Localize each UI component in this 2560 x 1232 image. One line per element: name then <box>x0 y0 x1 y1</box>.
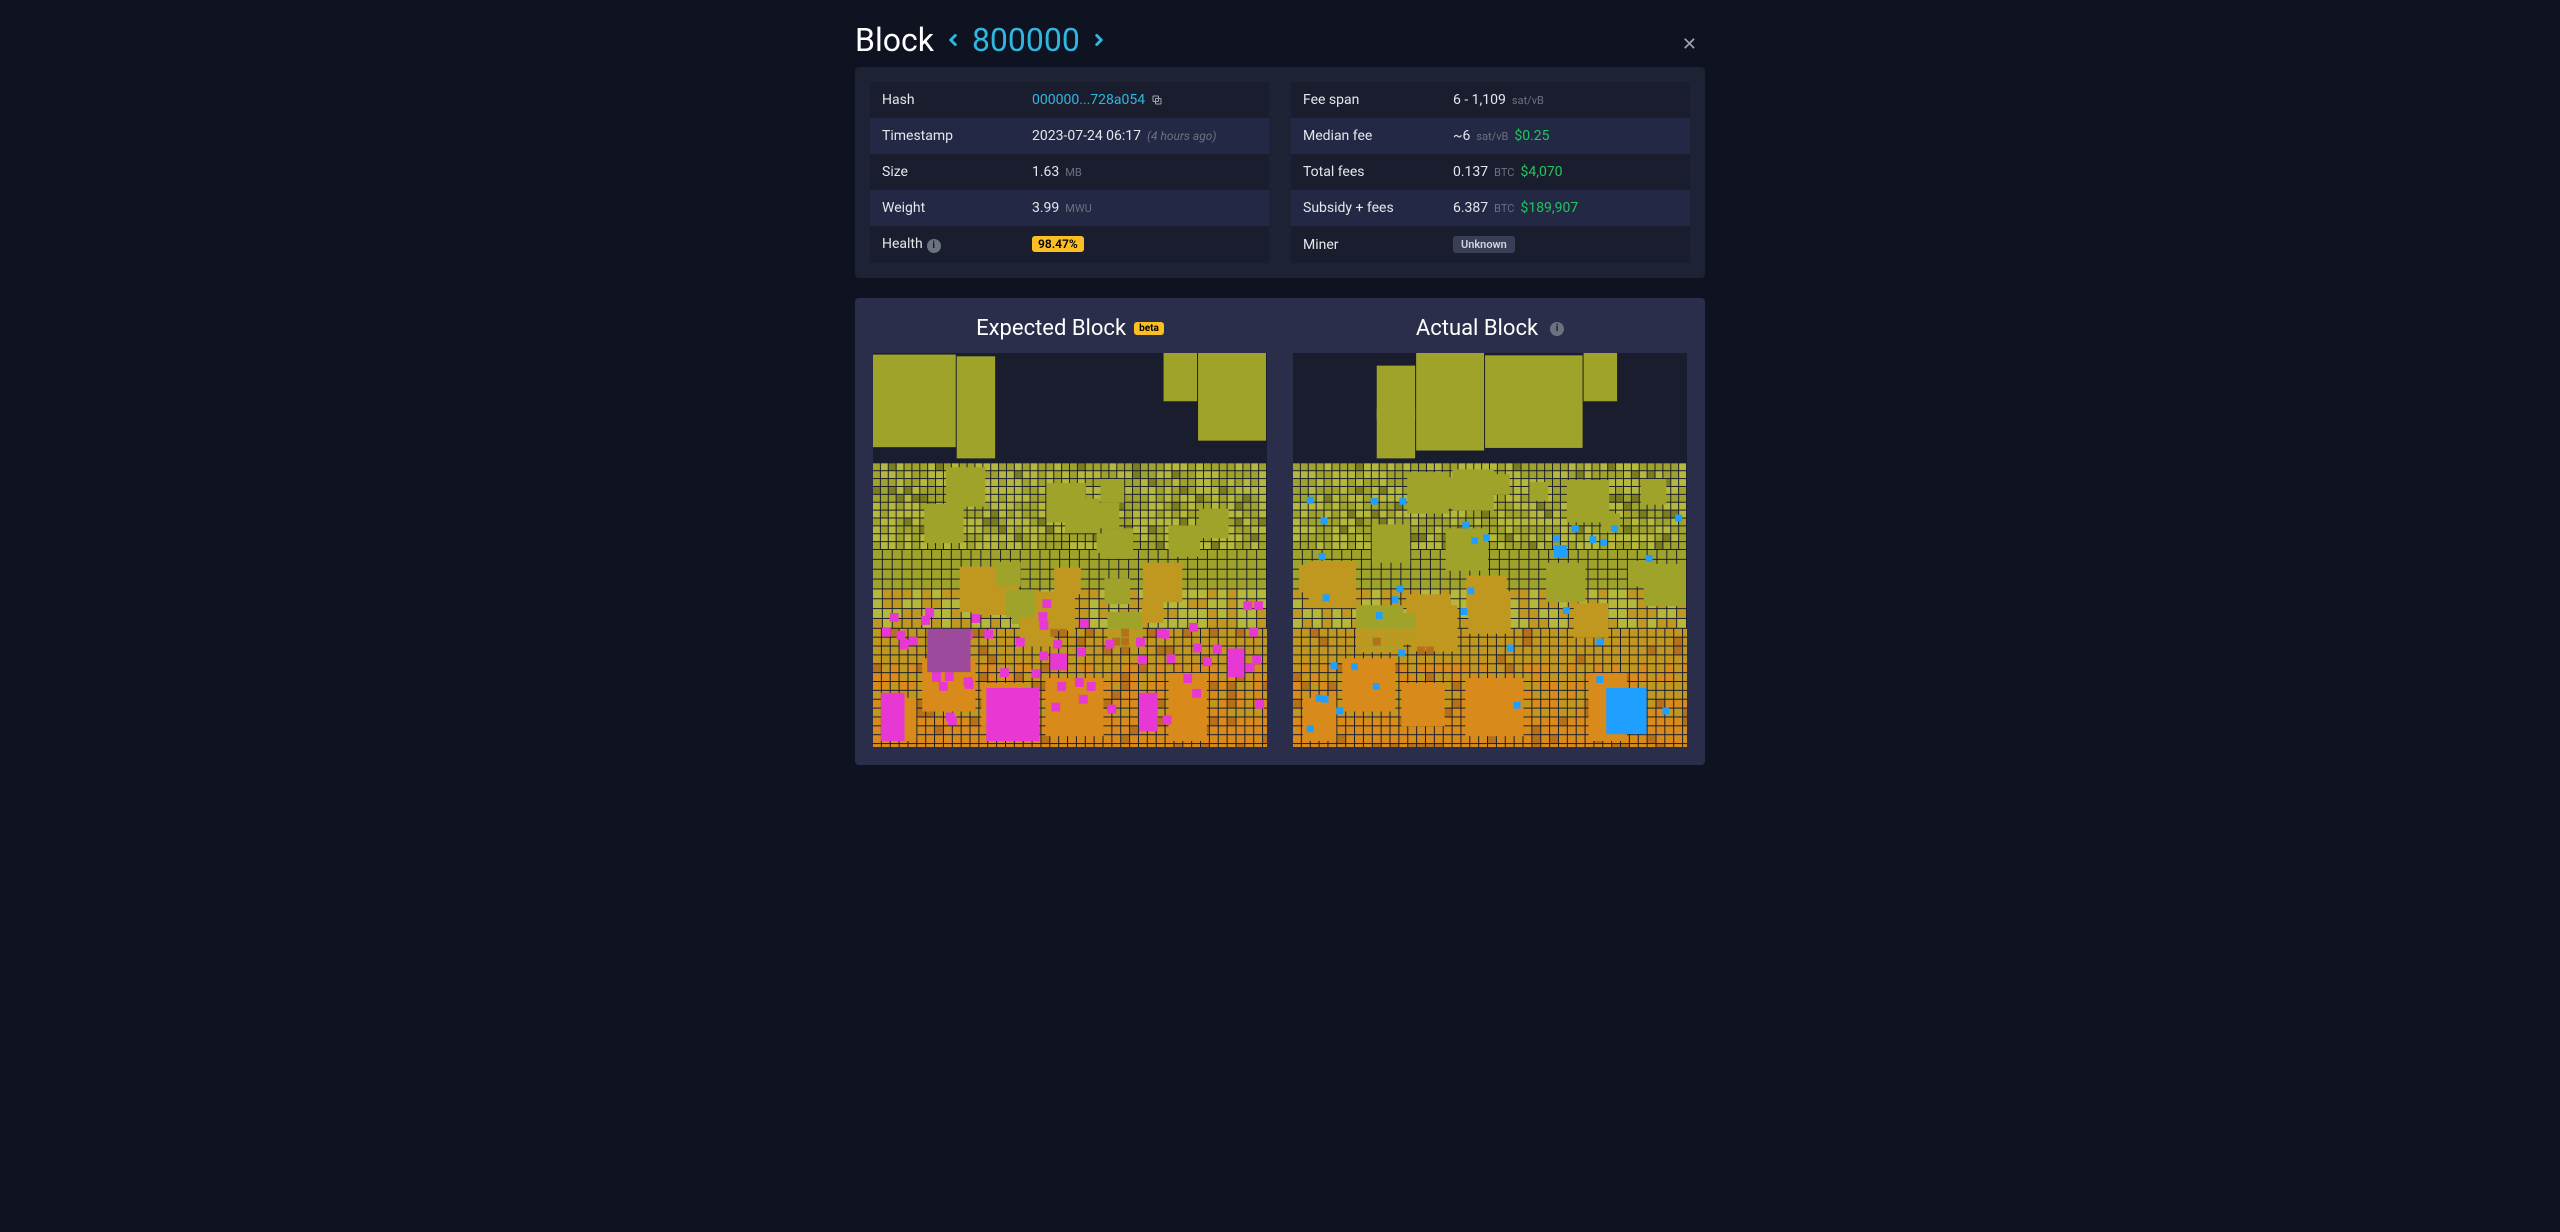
next-block-button[interactable] <box>1090 31 1108 49</box>
copy-icon[interactable] <box>1151 94 1163 106</box>
left-row-3: Weight3.99MWU <box>870 190 1269 226</box>
field-value: 3.99MWU <box>1032 200 1092 216</box>
left-row-2: Size1.63MB <box>870 154 1269 190</box>
field-value: 6 - 1,109sat/vB <box>1453 92 1544 108</box>
miner-badge: Unknown <box>1453 236 1515 253</box>
field-value: Unknown <box>1453 236 1515 253</box>
field-value: 98.47% <box>1032 236 1084 252</box>
block-number[interactable]: 800000 <box>972 21 1080 59</box>
block-details-card: Hash000000...728a054Timestamp2023-07-24 … <box>855 67 1705 278</box>
left-row-4: Healthi98.47% <box>870 226 1269 263</box>
hash-link[interactable]: 000000...728a054 <box>1032 92 1145 108</box>
info-icon[interactable]: i <box>927 239 941 253</box>
expected-block-treemap[interactable] <box>873 353 1267 747</box>
field-label: Weight <box>882 200 1032 216</box>
right-row-1: Median fee~6sat/vB$0.25 <box>1291 118 1690 154</box>
field-value: 6.387BTC$189,907 <box>1453 200 1578 216</box>
field-value: 1.63MB <box>1032 164 1082 180</box>
details-left-column: Hash000000...728a054Timestamp2023-07-24 … <box>870 82 1269 263</box>
right-row-0: Fee span6 - 1,109sat/vB <box>1291 82 1690 118</box>
close-button[interactable]: ✕ <box>1674 30 1705 59</box>
block-header: Block 800000 ✕ <box>855 20 1705 59</box>
left-row-1: Timestamp2023-07-24 06:17(4 hours ago) <box>870 118 1269 154</box>
field-label: Miner <box>1303 237 1453 253</box>
beta-badge: beta <box>1134 322 1164 335</box>
field-label: Timestamp <box>882 128 1032 144</box>
right-row-4: MinerUnknown <box>1291 226 1690 263</box>
expected-block-title: Expected Block beta <box>873 316 1267 341</box>
prev-block-button[interactable] <box>944 31 962 49</box>
field-label: Median fee <box>1303 128 1453 144</box>
block-visualization-card: Expected Block beta Actual Block i <box>855 298 1705 765</box>
actual-block-treemap[interactable] <box>1293 353 1687 747</box>
field-label: Size <box>882 164 1032 180</box>
field-value: 0.137BTC$4,070 <box>1453 164 1563 180</box>
field-label: Total fees <box>1303 164 1453 180</box>
health-badge: 98.47% <box>1032 236 1084 252</box>
right-row-3: Subsidy + fees6.387BTC$189,907 <box>1291 190 1690 226</box>
left-row-0: Hash000000...728a054 <box>870 82 1269 118</box>
field-value: 2023-07-24 06:17(4 hours ago) <box>1032 128 1216 144</box>
field-label: Subsidy + fees <box>1303 200 1453 216</box>
info-icon[interactable]: i <box>1550 322 1564 336</box>
page-title: Block <box>855 21 934 59</box>
right-row-2: Total fees0.137BTC$4,070 <box>1291 154 1690 190</box>
field-value: 000000...728a054 <box>1032 92 1163 108</box>
field-label: Fee span <box>1303 92 1453 108</box>
field-label: Healthi <box>882 236 1032 253</box>
field-value: ~6sat/vB$0.25 <box>1453 128 1550 144</box>
details-right-column: Fee span6 - 1,109sat/vBMedian fee~6sat/v… <box>1291 82 1690 263</box>
field-label: Hash <box>882 92 1032 108</box>
actual-block-title: Actual Block i <box>1293 316 1687 341</box>
